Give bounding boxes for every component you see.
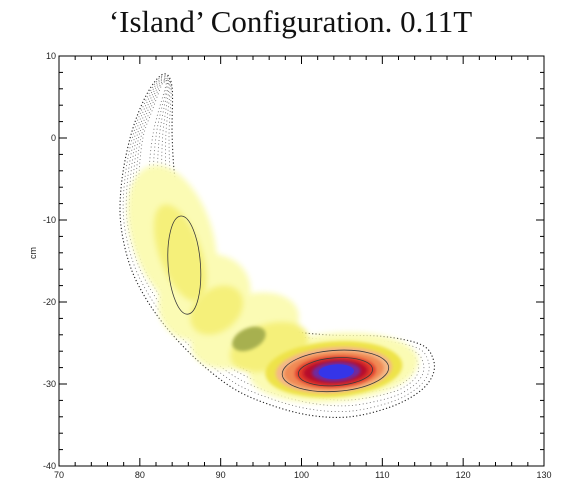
x-tick-label: 70 bbox=[54, 470, 64, 480]
x-tick-label: 110 bbox=[375, 470, 389, 480]
y-tick-label: -10 bbox=[43, 215, 56, 225]
x-tick-label: 80 bbox=[135, 470, 145, 480]
y-tick-label: 10 bbox=[46, 51, 56, 61]
density-band bbox=[318, 364, 355, 380]
x-tick-label: 130 bbox=[536, 470, 551, 480]
axis-layer: 70 80 90 100 110 120 130 -40 -30 -20 -10 0 10 cm bbox=[28, 51, 552, 480]
density-band bbox=[190, 285, 244, 335]
y-tick-label: 0 bbox=[51, 133, 56, 143]
y-axis-label: cm bbox=[28, 247, 38, 259]
y-tick-label: -30 bbox=[43, 379, 56, 389]
chart-title: ‘Island’ Configuration. 0.11T bbox=[108, 4, 473, 39]
core-contour-line bbox=[167, 215, 202, 315]
contour-clip-group bbox=[119, 73, 436, 418]
x-tick-label: 120 bbox=[456, 470, 471, 480]
density-band bbox=[153, 204, 207, 302]
y-tick-label: -20 bbox=[43, 297, 56, 307]
density-band bbox=[232, 326, 266, 352]
x-tick-label: 100 bbox=[294, 470, 309, 480]
x-tick-label: 90 bbox=[216, 470, 226, 480]
core-contour-line bbox=[281, 349, 390, 393]
core-contour-line bbox=[297, 357, 373, 387]
y-tick-label: -40 bbox=[43, 461, 56, 471]
contour-layer bbox=[119, 73, 436, 418]
